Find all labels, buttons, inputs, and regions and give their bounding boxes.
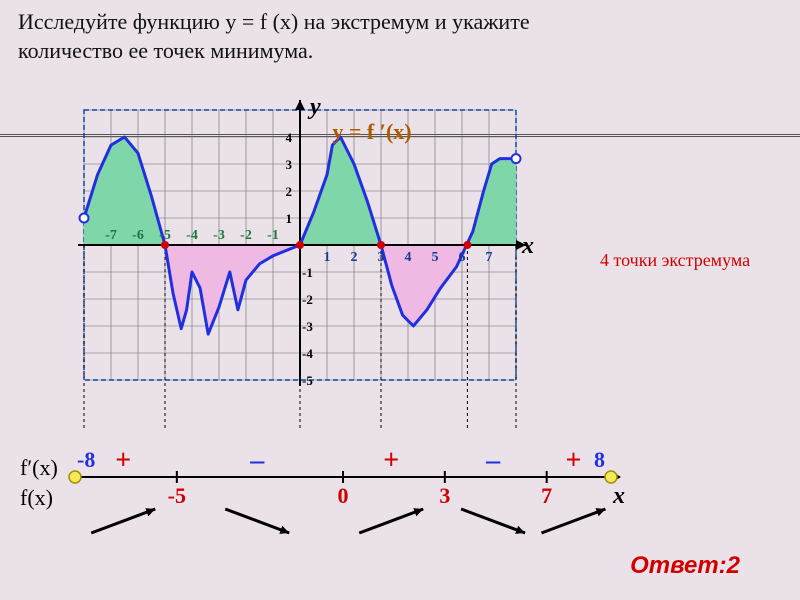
svg-text:-4: -4 — [302, 346, 313, 361]
svg-text:-4: -4 — [186, 228, 198, 243]
svg-text:-3: -3 — [213, 228, 225, 243]
svg-text:2: 2 — [286, 184, 293, 199]
derivative-chart: -7 -6 -5 -4 -3 -2 -1 1 2 3 4 5 6 7 1 2 3 4 -1 -2 -3 -4 -5 y x y =… — [10, 70, 590, 450]
svg-text:-3: -3 — [302, 319, 313, 334]
svg-text:7: 7 — [486, 250, 493, 265]
svg-text:+: + — [565, 449, 581, 476]
f-label: f(x) — [20, 485, 53, 511]
svg-text:–: – — [249, 449, 265, 476]
extremum-note: 4 точки экстремума — [600, 250, 750, 271]
f-prime-label: f′(x) — [20, 455, 58, 481]
svg-text:-8: -8 — [77, 449, 95, 472]
svg-text:0: 0 — [338, 483, 349, 508]
svg-text:+: + — [115, 449, 131, 476]
svg-text:y = f ′(x): y = f ′(x) — [332, 119, 411, 144]
svg-text:-5: -5 — [302, 373, 313, 388]
svg-text:y: y — [307, 94, 321, 120]
svg-text:-7: -7 — [105, 228, 117, 243]
svg-text:+: + — [383, 449, 399, 476]
sign-line: f′(x) f(x) x-88-5037+–+–+ — [20, 455, 640, 565]
svg-text:6: 6 — [459, 250, 466, 265]
svg-text:5: 5 — [432, 250, 439, 265]
svg-text:-5: -5 — [168, 483, 186, 508]
svg-text:x: x — [612, 483, 625, 509]
svg-text:-1: -1 — [302, 265, 313, 280]
svg-text:1: 1 — [324, 250, 331, 265]
svg-text:-2: -2 — [240, 228, 252, 243]
svg-text:3: 3 — [378, 250, 385, 265]
svg-text:-6: -6 — [132, 228, 144, 243]
svg-text:3: 3 — [439, 483, 450, 508]
svg-text:-1: -1 — [267, 228, 279, 243]
svg-text:-5: -5 — [159, 228, 171, 243]
svg-text:4: 4 — [405, 250, 412, 265]
sign-line-svg: x -8 8 -5 0 3 7 + – + – + — [65, 449, 635, 569]
svg-text:8: 8 — [594, 449, 605, 472]
svg-text:3: 3 — [286, 157, 293, 172]
svg-text:7: 7 — [541, 483, 552, 508]
svg-text:-2: -2 — [302, 292, 313, 307]
problem-title: Исследуйте функцию y = f (x) на экстрему… — [18, 8, 578, 65]
svg-text:1: 1 — [286, 211, 293, 226]
answer: Ответ:2 — [630, 552, 740, 580]
svg-text:x: x — [521, 233, 534, 259]
svg-text:–: – — [485, 449, 501, 476]
svg-text:4: 4 — [286, 130, 293, 145]
svg-text:2: 2 — [351, 250, 358, 265]
